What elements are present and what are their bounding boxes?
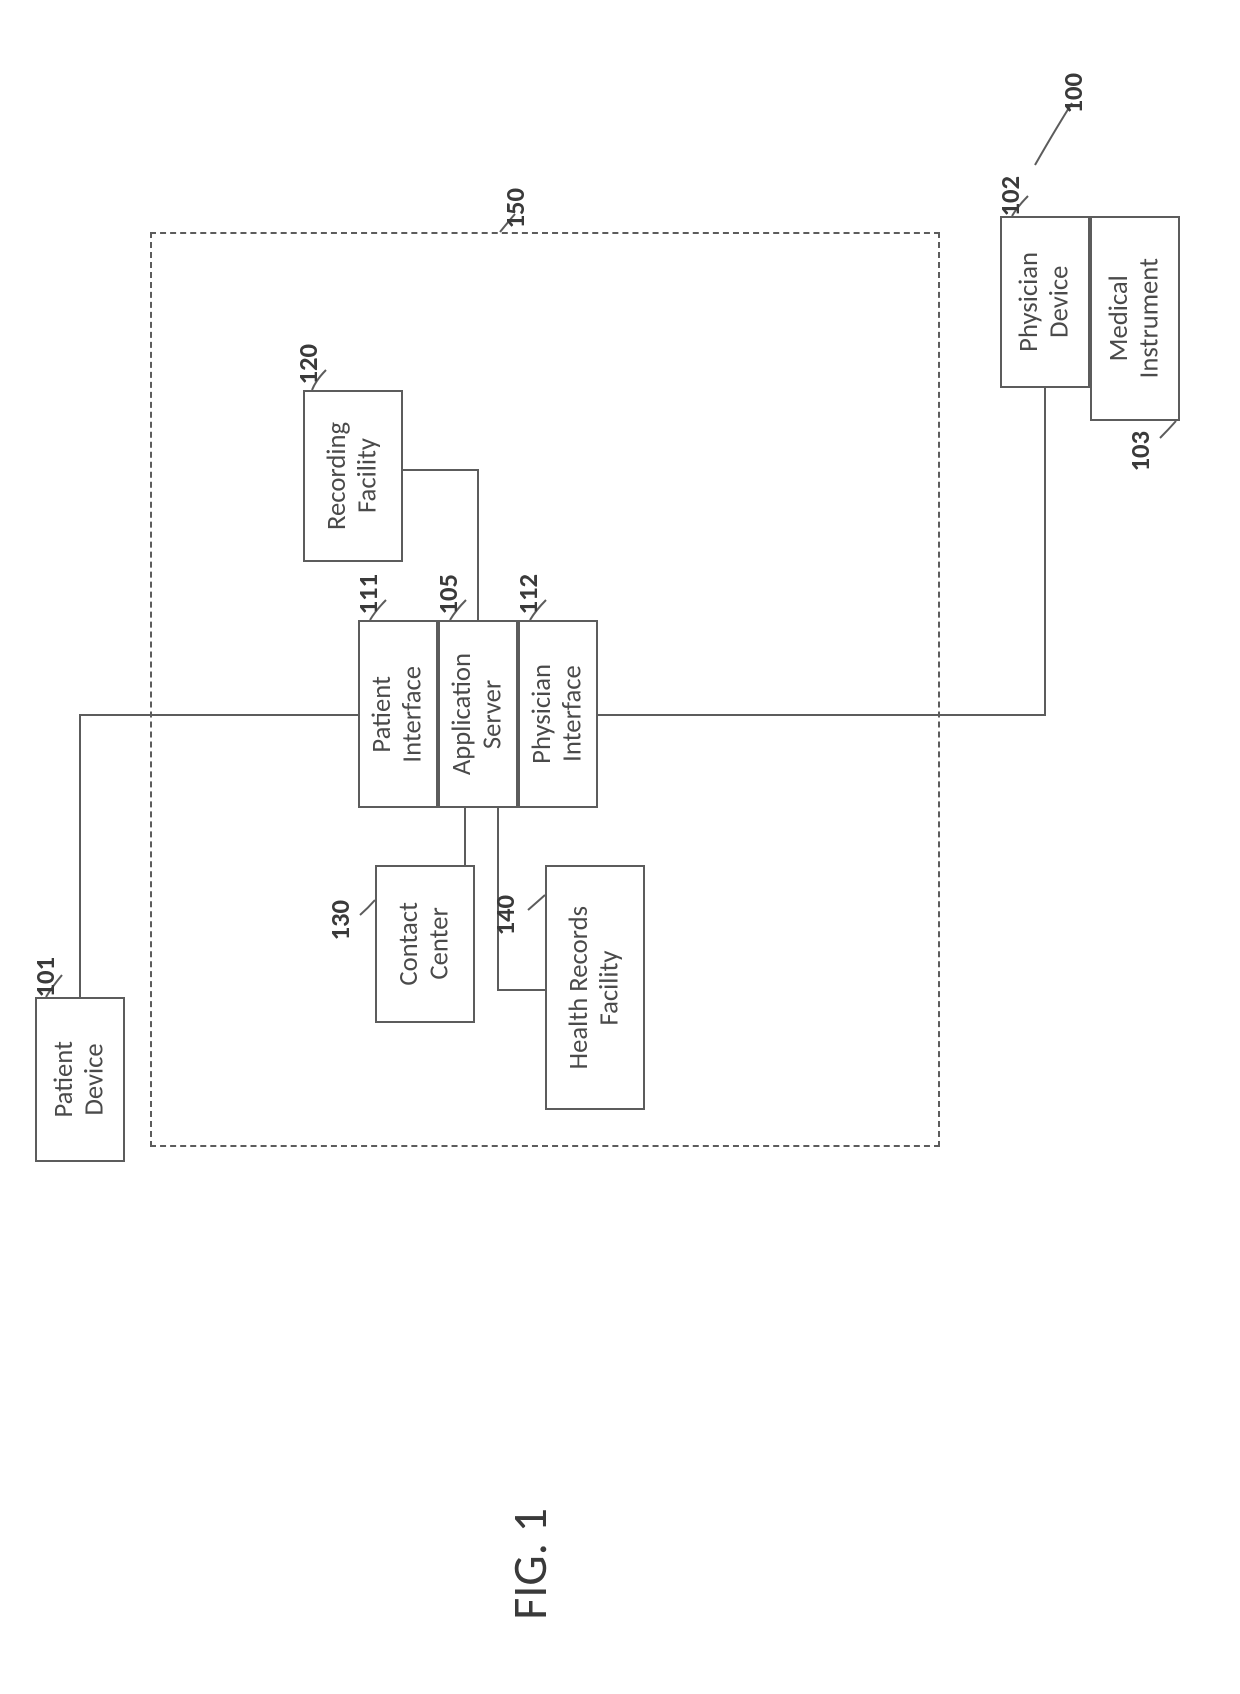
- boundary-ref-label: 150: [500, 188, 532, 229]
- application-server-label: Application Server: [447, 653, 508, 775]
- application-server-ref: 105: [433, 574, 465, 615]
- recording-facility-label: Recording Facility: [322, 422, 383, 530]
- contact-center-label: Contact Center: [394, 902, 455, 986]
- medical-instrument-ref: 103: [1125, 431, 1157, 472]
- physician-interface-box: Physician Interface: [518, 620, 598, 808]
- patient-interface-ref: 111: [353, 574, 385, 615]
- medical-instrument-label: Medical Instrument: [1104, 258, 1165, 378]
- health-records-ref: 140: [490, 895, 522, 936]
- physician-interface-ref: 112: [513, 574, 545, 615]
- medical-instrument-box: Medical Instrument: [1090, 216, 1180, 421]
- application-server-box: Application Server: [438, 620, 518, 808]
- physician-device-label: Physician Device: [1014, 252, 1075, 352]
- recording-facility-box: Recording Facility: [303, 390, 403, 562]
- contact-center-ref: 130: [325, 900, 357, 941]
- patient-device-label: Patient Device: [49, 1041, 110, 1118]
- system-ref-label: 100: [1058, 73, 1090, 114]
- patient-device-box: Patient Device: [35, 997, 125, 1162]
- health-records-label: Health Records Facility: [564, 906, 625, 1069]
- patient-device-ref: 101: [30, 957, 62, 998]
- contact-center-box: Contact Center: [375, 865, 475, 1023]
- recording-facility-ref: 120: [293, 344, 325, 385]
- physician-device-box: Physician Device: [1000, 216, 1090, 388]
- diagram-canvas: Patient Device 101 Patient Interface 111 App…: [0, 0, 1240, 1694]
- figure-label: FIG. 1: [500, 1508, 559, 1620]
- patient-interface-box: Patient Interface: [358, 620, 438, 808]
- physician-interface-label: Physician Interface: [527, 664, 588, 764]
- patient-interface-label: Patient Interface: [367, 666, 428, 763]
- health-records-box: Health Records Facility: [545, 865, 645, 1110]
- physician-device-ref: 102: [995, 176, 1027, 217]
